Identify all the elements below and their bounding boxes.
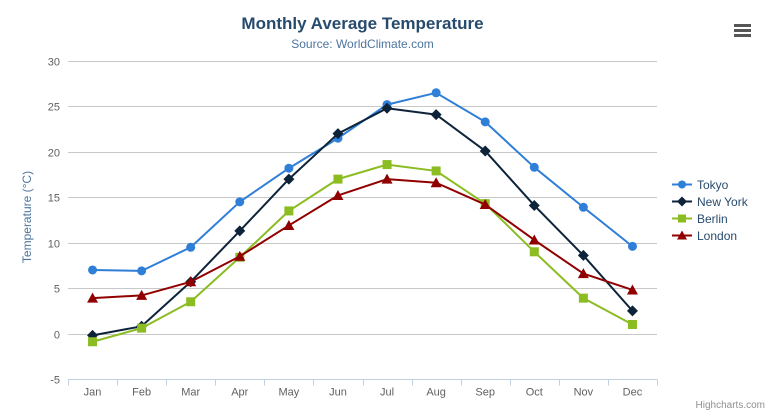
data-point-new-york[interactable] [332,128,344,140]
chart-title: Monthly Average Temperature [241,14,484,33]
x-axis-label: Jun [329,387,347,399]
hamburger-icon [734,33,751,37]
chart-subtitle: Source: WorldClimate.com [291,37,434,51]
data-point-london[interactable] [677,230,687,240]
data-point-tokyo[interactable] [529,162,539,172]
y-axis-label: 15 [48,193,60,205]
legend-item-berlin[interactable]: Berlin [672,210,748,227]
data-point-london[interactable] [479,199,491,210]
data-point-new-york[interactable] [430,109,442,121]
data-point-berlin[interactable] [578,293,588,303]
context-menu-button[interactable] [731,20,755,40]
data-point-tokyo[interactable] [235,197,245,207]
x-axis-label: Sep [475,387,495,399]
data-point-new-york[interactable] [479,145,491,157]
legend-label: Tokyo [697,177,729,192]
data-point-new-york[interactable] [234,225,246,237]
legend: Tokyo New York Berlin London [672,176,748,244]
data-point-new-york[interactable] [528,199,540,211]
data-point-berlin[interactable] [382,160,392,170]
data-point-tokyo[interactable] [137,266,147,276]
data-point-london[interactable] [381,173,393,184]
y-axis-label: 20 [48,148,60,160]
data-point-berlin[interactable] [678,214,686,223]
data-point-london[interactable] [283,219,295,230]
data-point-berlin[interactable] [137,323,147,333]
data-point-tokyo[interactable] [578,202,588,212]
series-line-london [91,178,634,300]
highcharts-credit[interactable]: Highcharts.com [695,400,765,411]
data-point-london[interactable] [528,234,540,245]
data-point-berlin[interactable] [431,166,441,176]
x-axis-label: Aug [426,387,446,399]
data-point-new-york[interactable] [283,173,295,185]
data-point-new-york[interactable] [577,249,589,261]
data-point-london[interactable] [87,292,99,303]
x-axis-label: May [278,387,299,399]
x-axis-label: Jan [84,387,102,399]
data-point-berlin[interactable] [186,297,196,307]
data-point-new-york[interactable] [626,305,638,317]
legend-label: Berlin [697,211,728,226]
data-point-tokyo[interactable] [480,117,490,127]
y-axis-label: 0 [54,330,60,342]
y-axis-label: 25 [48,102,60,114]
data-point-london[interactable] [332,189,344,200]
x-axis-label: Jul [380,387,394,399]
x-axis-label: Dec [623,387,643,399]
x-axis-label: Oct [526,387,543,399]
y-axis-label: 5 [54,284,60,296]
data-point-london[interactable] [136,289,148,300]
data-point-london[interactable] [577,268,589,279]
data-point-london[interactable] [185,276,197,287]
x-axis-label: Mar [181,387,200,399]
hamburger-icon [734,23,751,27]
data-point-tokyo[interactable] [88,265,98,275]
legend-marker-triangle-icon [672,230,692,240]
data-point-tokyo[interactable] [186,242,196,252]
data-point-berlin[interactable] [627,319,637,329]
x-axis-label: Apr [231,387,248,399]
data-point-berlin[interactable] [333,174,343,184]
y-axis-label: 30 [48,57,60,69]
legend-item-london[interactable]: London [672,227,748,244]
legend-label: New York [697,194,748,209]
legend-label: London [697,228,738,243]
data-point-tokyo[interactable] [431,88,441,98]
legend-item-new-york[interactable]: New York [672,193,748,210]
legend-marker-diamond-icon [672,196,692,207]
x-axis-label: Feb [132,387,151,399]
legend-marker-circle-icon [672,180,692,189]
hamburger-icon [734,28,751,32]
series-line-berlin [91,163,634,343]
y-axis-label: 10 [48,239,60,251]
data-point-berlin[interactable] [88,337,98,347]
series-line-new-york [91,107,634,337]
data-point-london[interactable] [626,284,638,295]
y-axis-title: Temperature (°C) [20,170,34,264]
legend-marker-square-icon [672,214,692,223]
data-point-tokyo[interactable] [678,180,686,189]
x-axis-label: Nov [574,387,594,399]
data-point-new-york[interactable] [381,102,393,114]
data-point-new-york[interactable] [677,196,687,207]
data-point-tokyo[interactable] [284,163,294,173]
data-point-london[interactable] [430,177,442,188]
data-point-tokyo[interactable] [627,241,637,251]
data-point-berlin[interactable] [284,206,294,216]
data-point-london[interactable] [234,250,246,261]
y-axis-label: -5 [50,375,60,387]
data-point-berlin[interactable] [529,247,539,257]
series-line-tokyo [91,91,634,272]
legend-item-tokyo[interactable]: Tokyo [672,176,748,193]
